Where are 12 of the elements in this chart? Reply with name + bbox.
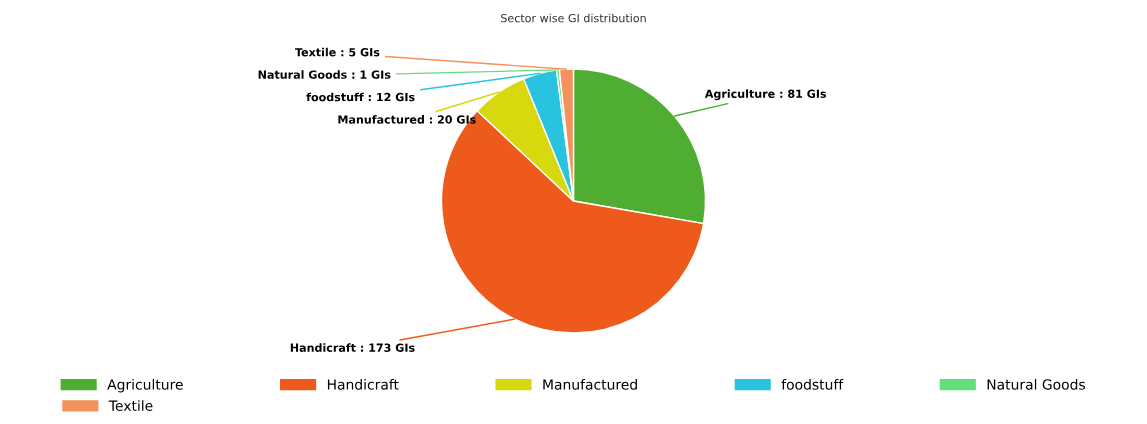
legend-label: Handicraft xyxy=(327,378,399,390)
legend-label: Agriculture xyxy=(107,378,183,393)
legend-label: Natural Goods xyxy=(987,378,1086,390)
data-label: Agriculture : 81 GIs xyxy=(704,89,827,101)
legend-label: foodstuff xyxy=(781,378,844,390)
legend-label: Textile xyxy=(108,400,153,411)
legend-label: Manufactured xyxy=(543,378,637,390)
data-label: foodstuff : 12 GIs xyxy=(306,92,415,102)
data-label: Natural Goods : 1 GIs xyxy=(258,70,391,79)
data-label: Handicraft : 173 GIs xyxy=(290,343,415,352)
chart-title: Sector wise GI distribution xyxy=(501,13,646,23)
data-label: Textile : 5 GIs xyxy=(295,47,380,57)
